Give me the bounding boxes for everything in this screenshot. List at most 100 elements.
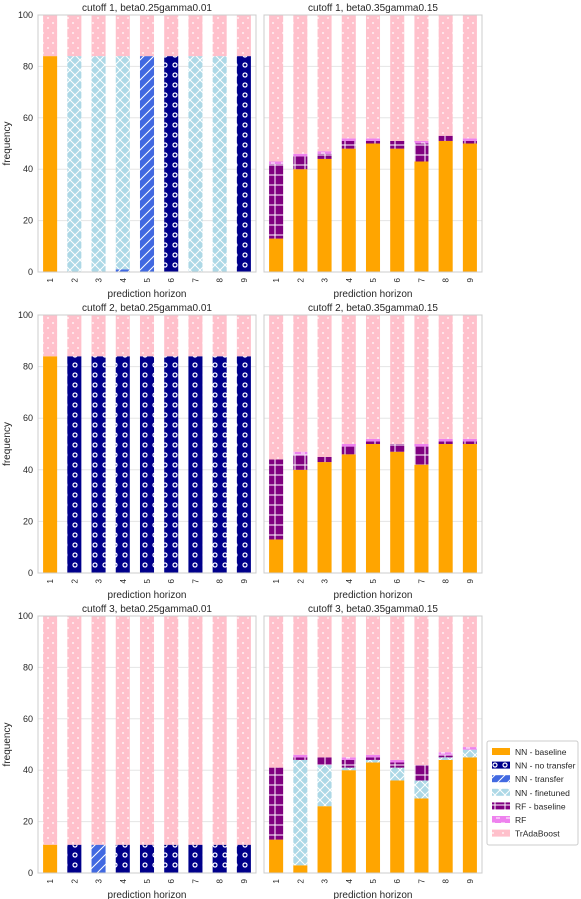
bar-segment-tradaboost xyxy=(365,315,381,439)
x-axis-label: prediction horizon xyxy=(108,289,187,300)
subplot-title: cutoff 1, beta0.35gamma0.15 xyxy=(308,3,438,14)
bar-segment-rf-baseline xyxy=(293,156,308,170)
bar-segment-rf-baseline xyxy=(269,164,284,239)
legend-label: NN - transfer xyxy=(515,774,564,784)
y-tick-label: 20 xyxy=(23,516,33,526)
bar-segment-nn-finetuned xyxy=(414,780,429,799)
y-tick-label: 0 xyxy=(28,868,33,878)
bar-segment-tradaboost xyxy=(164,616,179,845)
bar-segment-nn-no-transfer xyxy=(164,844,179,873)
x-tick-label: 1 xyxy=(272,277,281,282)
y-tick-label: 40 xyxy=(23,765,33,775)
bar-segment-tradaboost xyxy=(269,15,284,162)
bar-segment-nn-transfer xyxy=(115,269,130,272)
bar-segment-tradaboost xyxy=(293,616,308,755)
bar-segment-nn-baseline xyxy=(341,148,356,272)
bar-segment-rf-baseline xyxy=(317,153,332,159)
bar-segment-tradaboost xyxy=(188,315,203,357)
legend-swatch-rf xyxy=(492,816,510,823)
subplot-title: cutoff 3, beta0.25gamma0.01 xyxy=(82,604,212,615)
bar-segment-tradaboost xyxy=(139,616,155,845)
bar-segment-nn-baseline xyxy=(269,539,284,573)
x-tick-label: 2 xyxy=(70,878,79,883)
bar-segment-nn-no-transfer xyxy=(188,844,203,873)
bar-segment-tradaboost xyxy=(212,15,227,57)
legend-swatch-nn-transfer xyxy=(492,775,510,783)
bar-segment-tradaboost xyxy=(414,15,429,141)
y-axis-label: frequency xyxy=(2,122,13,166)
bar-segment-rf-baseline xyxy=(438,135,453,141)
bar-segment-tradaboost xyxy=(91,315,106,357)
y-tick-label: 60 xyxy=(23,113,33,123)
legend: NN - baseline NN - no transfer NN - transf… xyxy=(486,740,579,846)
x-axis-label: prediction horizon xyxy=(334,590,413,601)
bar-segment-tradaboost xyxy=(317,15,332,152)
x-axis-label: prediction horizon xyxy=(108,890,187,899)
bar-segment-nn-baseline xyxy=(293,469,308,573)
bar-segment-rf-baseline xyxy=(269,459,284,540)
x-tick-label: 9 xyxy=(240,277,249,282)
bar-segment-tradaboost xyxy=(164,15,179,57)
x-tick-label: 9 xyxy=(466,578,475,583)
subplot-title: cutoff 1, beta0.25gamma0.01 xyxy=(82,3,212,14)
bar-segment-tradaboost xyxy=(212,616,227,845)
y-tick-label: 80 xyxy=(23,662,33,672)
x-axis-label: prediction horizon xyxy=(334,289,413,300)
x-tick-label: 4 xyxy=(345,277,354,282)
bar-segment-rf xyxy=(341,444,356,447)
bar-segment-nn-finetuned xyxy=(438,757,453,760)
bar-segment-nn-baseline xyxy=(317,462,332,573)
x-tick-label: 3 xyxy=(95,878,104,883)
bar-segment-rf xyxy=(462,747,477,750)
x-tick-label: 8 xyxy=(442,277,451,282)
plot-frame xyxy=(263,14,483,273)
bar-segment-nn-no-transfer xyxy=(139,844,155,873)
bar-segment-nn-baseline xyxy=(390,148,405,272)
x-tick-label: 2 xyxy=(70,277,79,282)
bar-segment-rf xyxy=(317,151,332,154)
bar-segment-nn-no-transfer xyxy=(236,844,251,873)
x-tick-label: 5 xyxy=(143,277,152,282)
bar-segment-tradaboost xyxy=(236,315,251,357)
bar-segment-tradaboost xyxy=(414,616,429,766)
bar-segment-tradaboost xyxy=(317,616,332,758)
bar-segment-tradaboost xyxy=(438,15,453,136)
bar-segment-nn-no-transfer xyxy=(115,844,130,873)
x-tick-label: 6 xyxy=(167,878,176,883)
y-tick-label: 40 xyxy=(23,164,33,174)
bar-segment-rf xyxy=(414,140,429,144)
y-tick-label: 40 xyxy=(23,465,33,475)
x-tick-label: 5 xyxy=(369,277,378,282)
bar-segment-tradaboost xyxy=(365,15,381,139)
x-tick-label: 4 xyxy=(345,878,354,883)
bar-segment-nn-no-transfer xyxy=(212,844,227,873)
bar-segment-nn-no-transfer xyxy=(164,356,179,573)
legend-swatch-rf-baseline xyxy=(492,802,510,810)
y-tick-label: 100 xyxy=(18,310,33,320)
bar-segment-nn-baseline xyxy=(43,56,58,273)
bar-segment-nn-baseline xyxy=(317,806,332,873)
y-tick-label: 0 xyxy=(28,267,33,277)
bar-segment-nn-baseline xyxy=(365,143,381,272)
bar-segment-rf xyxy=(462,138,477,141)
x-tick-label: 7 xyxy=(191,878,200,883)
bar-segment-nn-baseline xyxy=(341,770,356,873)
bar-segment-tradaboost xyxy=(462,616,477,748)
bar-segment-rf xyxy=(365,138,381,141)
x-tick-label: 5 xyxy=(369,878,378,883)
y-tick-label: 60 xyxy=(23,413,33,423)
bar-segment-nn-no-transfer xyxy=(115,356,130,573)
x-tick-label: 8 xyxy=(442,578,451,583)
bar-segment-nn-baseline xyxy=(414,464,429,573)
bar-segment-nn-baseline xyxy=(269,238,284,272)
x-tick-label: 4 xyxy=(119,578,128,583)
bar-segment-rf xyxy=(365,438,381,442)
bar-segment-nn-baseline xyxy=(462,757,477,873)
bar-segment-rf-baseline xyxy=(365,140,381,144)
bar-segment-rf xyxy=(414,444,429,447)
plot-frame xyxy=(37,615,257,874)
bar-segment-tradaboost xyxy=(91,15,106,57)
subplot-1: cutoff 1, beta0.25gamma0.01 1 2 3 4 5 6 7 8 9 pred… xyxy=(2,3,257,300)
x-tick-label: 3 xyxy=(321,878,330,883)
bar-segment-nn-baseline xyxy=(438,444,453,573)
